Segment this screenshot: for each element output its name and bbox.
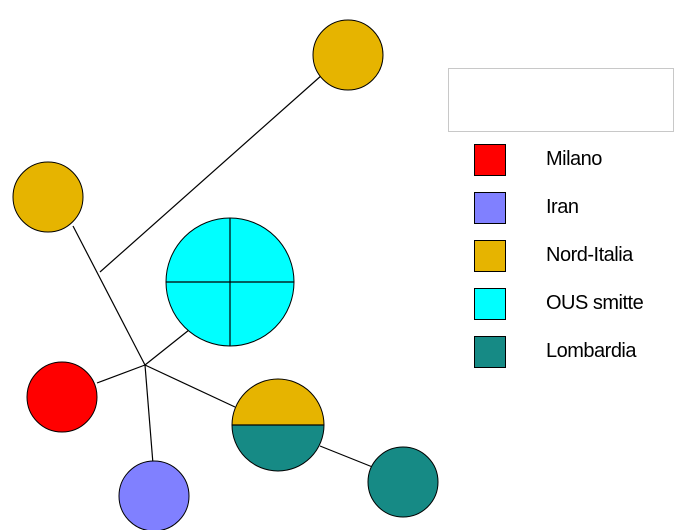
legend-swatch-lombardia	[474, 336, 506, 368]
legend-label-lombardia: Lombardia	[546, 340, 637, 362]
node-milano	[26, 361, 98, 433]
node-ous-smitte	[165, 217, 295, 347]
edge-center-to-nord-italia-left	[72, 225, 146, 366]
edge-center-to-iran	[144, 364, 154, 465]
legend-title-box	[448, 68, 674, 132]
edge-center-to-nord-italia-lombardia	[144, 364, 236, 408]
node-iran	[118, 460, 190, 530]
legend-label-milano: Milano	[546, 148, 602, 170]
legend-swatch-milano	[474, 144, 506, 176]
edge-center-to-ous-smitte	[144, 325, 195, 366]
node-nord-italia-lombardia	[231, 378, 325, 472]
edge-upper-to-nord-italia-top	[99, 74, 323, 273]
legend-label-nord-italia: Nord-Italia	[546, 244, 633, 266]
legend-label-ous-smitte: OUS smitte	[546, 292, 644, 314]
node-nord-italia-left	[12, 161, 84, 233]
edge-mixed-to-lombardia	[319, 445, 376, 469]
network-edges	[72, 74, 376, 469]
legend-swatch-ous-smitte	[474, 288, 506, 320]
legend-swatch-nord-italia	[474, 240, 506, 272]
node-lombardia	[367, 446, 439, 518]
legend-swatch-iran	[474, 192, 506, 224]
legend-label-iran: Iran	[546, 196, 579, 218]
edge-center-to-milano	[96, 364, 146, 384]
node-nord-italia-top	[312, 19, 384, 91]
